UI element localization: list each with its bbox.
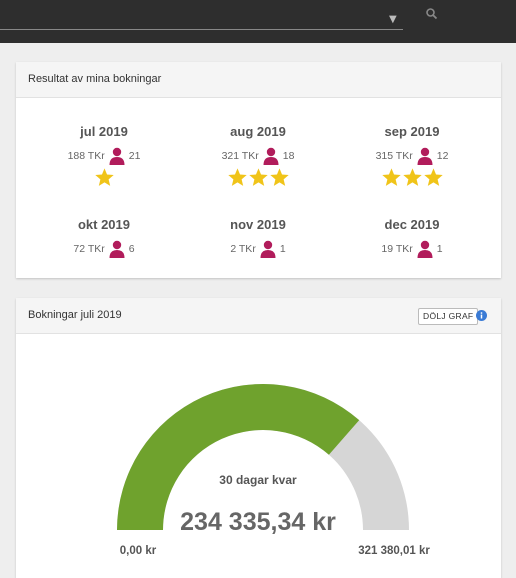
bookings-card-header: Bokningar juli 2019 DÖLJ GRAF [16,298,501,334]
person-icon [417,240,433,258]
star-icon [269,168,289,186]
star-icon [423,168,443,186]
gauge-fill [117,384,360,530]
bookings-card-title: Bokningar juli 2019 [28,309,122,321]
person-icon [417,147,433,165]
star-icon [94,168,114,186]
month-revenue: 2 TKr [230,243,256,255]
progress-gauge [117,384,409,530]
month-booking-count: 6 [128,243,135,255]
bookings-card: Bokningar juli 2019 DÖLJ GRAF 30 dagar k… [16,298,501,578]
month-item-dec: dec 2019 19 TKr 1 [337,217,487,258]
results-card-header: Resultat av mina bokningar [16,62,501,98]
person-icon [109,240,125,258]
month-item-sep: sep 2019 315 TKr 12 [337,124,487,188]
month-revenue: 321 TKr [221,150,259,162]
info-icon[interactable] [476,310,487,321]
month-revenue: 315 TKr [375,150,413,162]
chevron-down-icon[interactable]: ▼ [389,14,397,25]
month-name: dec 2019 [384,217,440,232]
month-booking-count: 18 [282,150,295,162]
month-name: jul 2019 [80,124,128,139]
month-booking-count: 1 [436,243,443,255]
star-icon [402,168,422,186]
results-card: Resultat av mina bokningar jul 2019 188 … [16,62,501,278]
month-name: aug 2019 [230,124,286,139]
month-item-aug: aug 2019 321 TKr 18 [183,124,333,188]
star-icon [227,168,247,186]
rating-stars [29,167,179,188]
person-icon [263,147,279,165]
month-name: okt 2019 [77,217,131,232]
month-item-okt: okt 2019 72 TKr 6 [29,217,179,258]
person-icon [260,240,276,258]
booked-amount: 234 335,34 kr [180,508,336,536]
rating-stars [337,167,487,188]
star-icon [248,168,268,186]
month-item-nov: nov 2019 2 TKr 1 [183,217,333,258]
person-icon [109,147,125,165]
month-booking-count: 1 [279,243,286,255]
month-revenue: 72 TKr [73,243,105,255]
results-card-title: Resultat av mina bokningar [28,73,162,85]
month-name: sep 2019 [384,124,440,139]
select-dropdown[interactable] [0,29,403,30]
month-revenue: 188 TKr [67,150,105,162]
month-booking-count: 12 [436,150,449,162]
gauge-max-label: 321 380,01 kr [358,545,430,557]
month-name: nov 2019 [230,217,286,232]
month-booking-count: 21 [128,150,141,162]
days-left-label: 30 dagar kvar [219,473,297,487]
month-item-jul: jul 2019 188 TKr 21 [29,124,179,188]
month-revenue: 19 TKr [381,243,413,255]
gauge-min-label: 0,00 kr [119,545,157,557]
hide-graph-button[interactable]: DÖLJ GRAF [418,308,479,325]
top-bar: ▼ [0,0,516,43]
rating-stars [183,167,333,188]
search-icon[interactable] [425,7,439,21]
star-icon [381,168,401,186]
